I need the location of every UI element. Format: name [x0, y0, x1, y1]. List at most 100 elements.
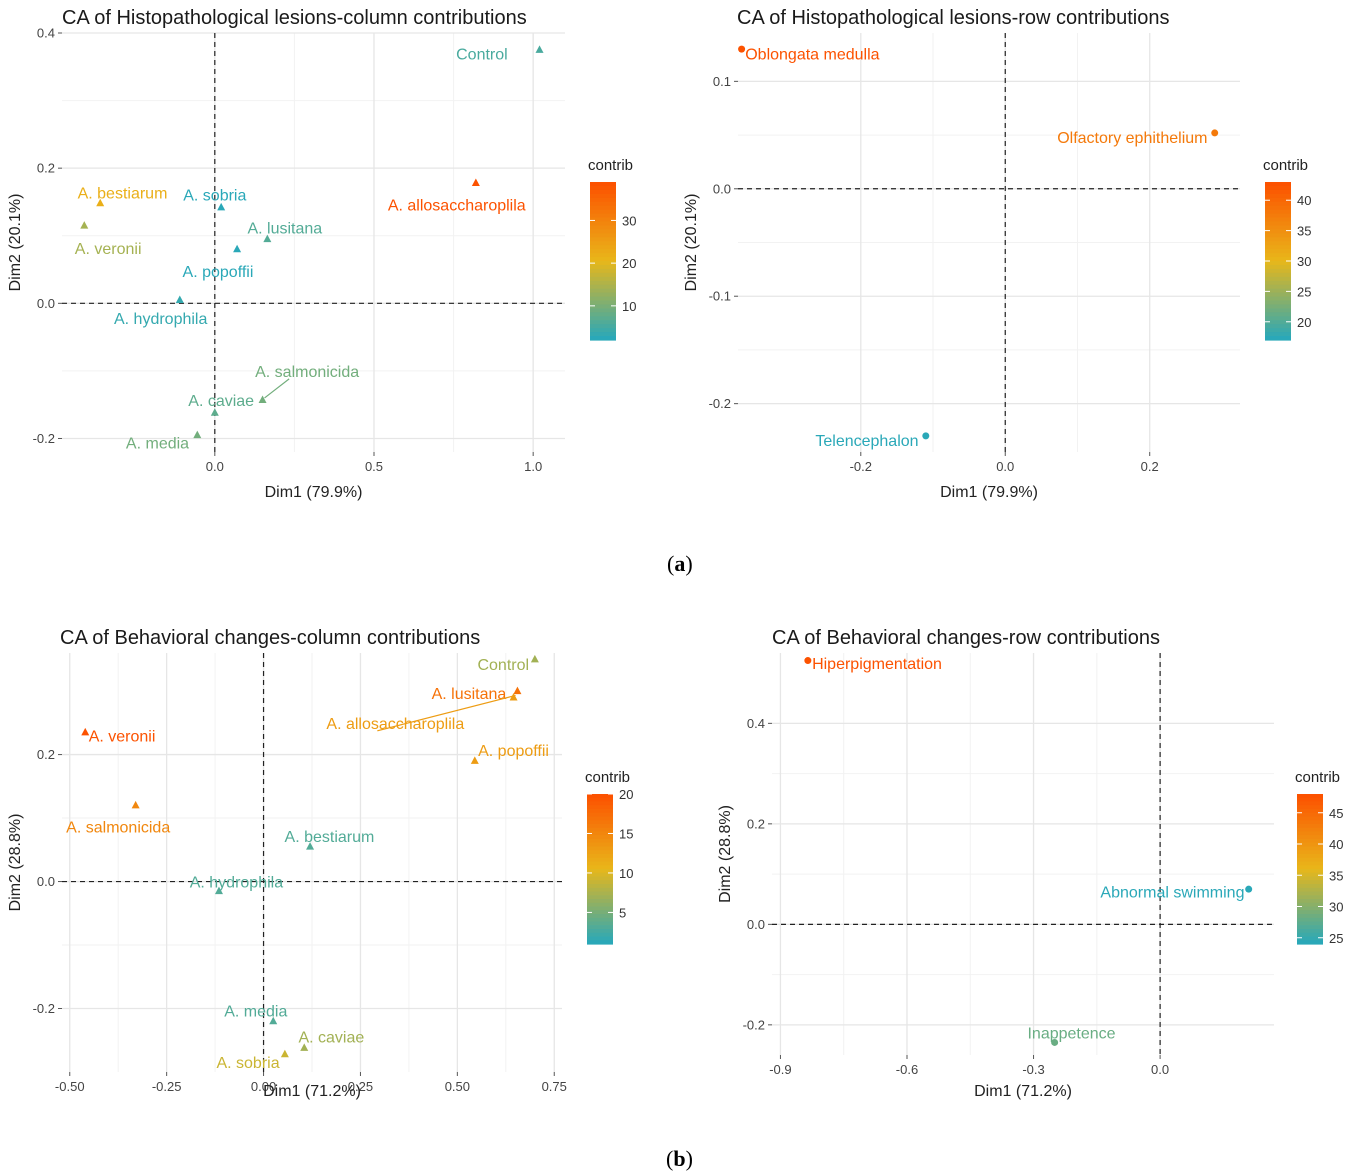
legend-bar-segment: [590, 261, 616, 266]
legend-tick-label: 10: [619, 866, 633, 881]
y-tick-label: 0.0: [713, 181, 731, 196]
chart-title: CA of Behavioral changes-column contribu…: [60, 627, 481, 649]
y-tick-label: 0.4: [37, 26, 55, 41]
data-point-triangle: [280, 1049, 289, 1058]
legend-title: contrib: [585, 769, 630, 786]
legend-bar-segment: [1265, 288, 1291, 294]
legend-bar-segment: [590, 296, 616, 302]
legend-bar-segment: [587, 827, 613, 833]
y-tick-label: 0.0: [37, 874, 55, 889]
x-axis-label: Dim1 (79.9%): [940, 484, 1038, 501]
data-point-label: Olfactory ephithelium: [1057, 130, 1207, 147]
data-point-label: Control: [477, 657, 529, 674]
data-point-label: A. hydrophila: [190, 875, 283, 892]
legend-bar-segment: [1297, 869, 1323, 874]
legend-bar-segment: [1297, 921, 1323, 926]
legend-bar-segment: [587, 816, 613, 821]
legend-bar-segment: [1297, 884, 1323, 889]
y-tick-label: -0.2: [33, 431, 55, 446]
legend-bar-segment: [590, 268, 616, 274]
data-point-triangle: [535, 45, 544, 53]
legend-bar-segment: [590, 249, 616, 254]
x-tick-label: 0.0: [1151, 1062, 1169, 1077]
legend-bar-segment: [587, 899, 613, 904]
legend-bar-segment: [1265, 324, 1291, 329]
legend-bar-segment: [587, 801, 613, 806]
legend-tick-label: 30: [1297, 254, 1311, 269]
legend-bar-segment: [590, 332, 616, 337]
legend-bar-segment: [1297, 827, 1323, 833]
panel-label-b-open: (: [666, 1146, 674, 1171]
legend-tick-label: 40: [1329, 837, 1343, 852]
legend-bar-segment: [587, 850, 613, 855]
chart-svg: -0.50 -0.25 0.00 0.25 0.50 0.75 -0.2 0.0 0.2 Dim1…: [7, 653, 633, 1100]
legend-bar-segment: [1297, 797, 1323, 803]
chart-histo-row: CA of Histopathological lesions-row cont…: [680, 0, 1362, 520]
x-tick-label: -0.25: [152, 1079, 182, 1094]
legend-bar-segment: [587, 921, 613, 926]
plot-area: 0.0 0.5 1.0 -0.2 0.0 0.2 0.4 Dim1 (79.9%) Dim2 (…: [7, 26, 565, 501]
legend-bar-segment: [587, 940, 613, 945]
data-point-triangle: [470, 756, 479, 764]
data-point-circle: [738, 45, 746, 53]
legend-bar-segment: [1297, 854, 1323, 859]
chart-title: CA of Histopathological lesions-row cont…: [737, 7, 1170, 29]
data-point-triangle: [306, 842, 315, 850]
panel-label-a: (a): [667, 551, 693, 577]
legend-bar-segment: [587, 910, 613, 915]
legend-bar-segment: [1297, 932, 1323, 938]
data-point-circle: [1211, 129, 1219, 137]
legend-bar-segment: [1265, 276, 1291, 282]
legend-bar-segment: [590, 312, 616, 317]
legend-bar-segment: [1297, 824, 1323, 829]
chart-behavior-column: CA of Behavioral changes-column contribu…: [0, 620, 680, 1140]
data-point-circle: [1051, 1038, 1059, 1046]
legend-bar-segment: [587, 842, 613, 848]
data-point-label: A. sobria: [183, 188, 246, 205]
legend-bar-segment: [1265, 237, 1291, 242]
legend-bar-segment: [590, 308, 616, 313]
legend-bar-segment: [1265, 233, 1291, 238]
legend-bar-segment: [1265, 257, 1291, 262]
legend-bar-segment: [590, 221, 616, 227]
legend-bar-segment: [1265, 241, 1291, 246]
legend-bar-segment: [1265, 316, 1291, 321]
legend-bar-segment: [1265, 328, 1291, 333]
chart-svg: -0.9 -0.6 -0.3 0.0 -0.2 0.0 0.2 0.4 Dim1 (71.2%)…: [717, 653, 1343, 1100]
data-point-triangle: [263, 234, 272, 243]
legend-tick-label: 5: [619, 905, 626, 920]
legend-bar-segment: [590, 316, 616, 321]
data-point-triangle: [471, 178, 480, 187]
legend-bar-segment: [1297, 809, 1323, 814]
legend-bar-segment: [1297, 910, 1323, 915]
data-point-label: A. allosaccharoplila: [326, 716, 464, 733]
legend-bar-segment: [587, 797, 613, 803]
legend-bar-segment: [587, 820, 613, 825]
legend-bar-segment: [1265, 304, 1291, 309]
legend-bar-segment: [1265, 209, 1291, 215]
legend-bar-segment: [590, 276, 616, 282]
legend-bar-segment: [587, 835, 613, 840]
legend-tick-label: 20: [622, 256, 636, 271]
y-tick-label: 0.2: [747, 816, 765, 831]
legend-bar-segment: [1297, 902, 1323, 908]
legend-bar-segment: [590, 233, 616, 238]
legend-bar-segment: [1297, 812, 1323, 818]
legend-bar-segment: [590, 205, 616, 211]
legend-bar-segment: [587, 895, 613, 900]
y-tick-label: 0.2: [37, 747, 55, 762]
data-point-triangle: [217, 202, 226, 211]
legend-bar-segment: [1297, 895, 1323, 900]
data-point-triangle: [509, 692, 518, 701]
legend-bar-segment: [590, 241, 616, 246]
legend-bar-segment: [1297, 899, 1323, 904]
legend-bar-segment: [587, 869, 613, 874]
legend-bar-segment: [587, 884, 613, 889]
data-point-triangle: [96, 198, 105, 207]
legend-tick-label: 30: [1329, 900, 1343, 915]
legend-bar-segment: [1297, 865, 1323, 870]
x-tick-label: -0.2: [850, 459, 872, 474]
legend-bar-segment: [587, 872, 613, 878]
legend-bar-segment: [587, 809, 613, 814]
x-tick-label: 1.0: [524, 459, 542, 474]
